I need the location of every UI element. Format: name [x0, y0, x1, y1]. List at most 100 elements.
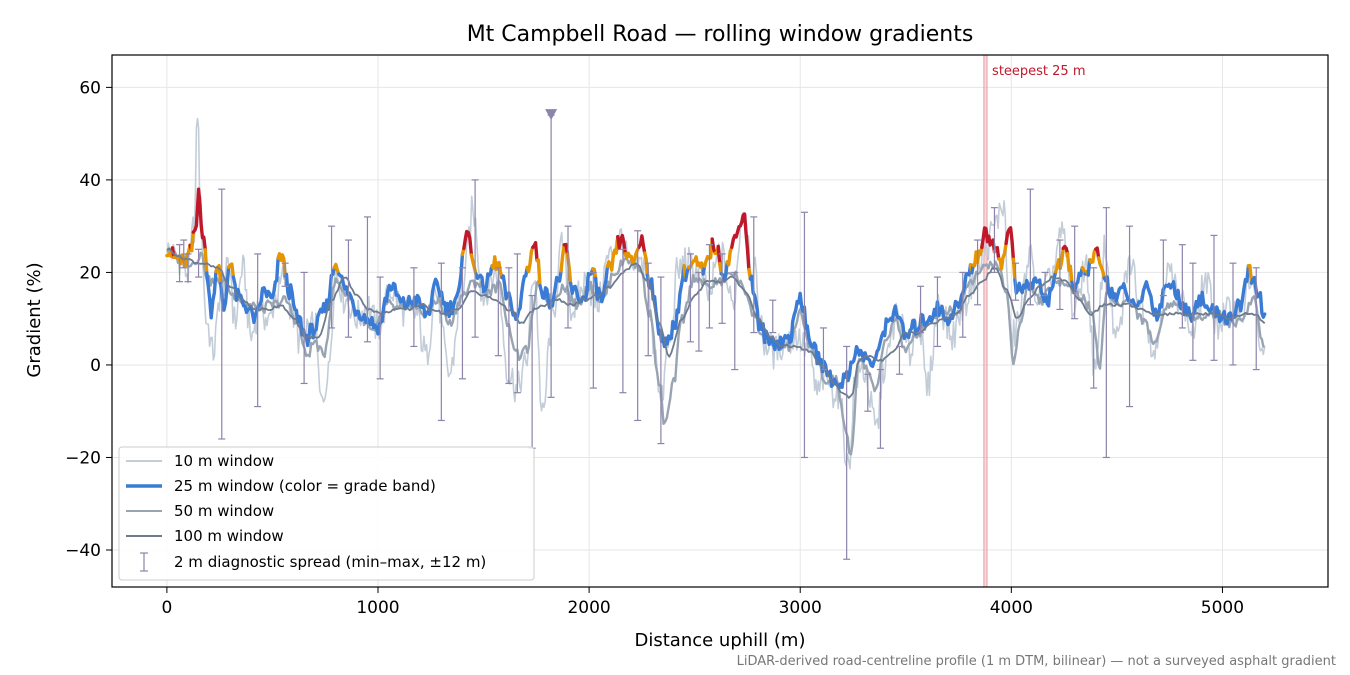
series-25m-segment	[1094, 246, 1101, 260]
error-bar	[1189, 262, 1197, 361]
series-25m-segment	[1088, 247, 1098, 264]
error-bar	[876, 368, 884, 449]
error-bar	[328, 225, 336, 329]
footnote: LiDAR-derived road-centreline profile (1…	[737, 654, 1336, 669]
y-tick-label: −20	[65, 448, 101, 468]
y-tick-label: 0	[90, 356, 101, 376]
error-bar	[695, 271, 703, 352]
series-25m-segment	[490, 255, 504, 280]
error-bar	[657, 276, 665, 445]
series-25m-segment	[1013, 270, 1058, 308]
series-25m-segment	[616, 233, 627, 256]
series-25m-segment	[1246, 264, 1254, 285]
error-bar	[184, 253, 192, 283]
series-25m-segment	[716, 244, 722, 266]
series-25m-segment	[559, 243, 566, 273]
steepest-band	[983, 54, 988, 588]
series-25m-segment	[702, 237, 714, 268]
error-bar	[458, 267, 466, 380]
series-25m-segment	[226, 262, 236, 279]
series-25m-segment	[1096, 256, 1106, 280]
y-tick-label: −40	[65, 541, 101, 561]
error-bar	[1041, 271, 1049, 297]
y-tick-label: 20	[79, 263, 101, 283]
series-25m-segment	[332, 262, 341, 276]
legend-label-25m: 25 m window (color = grade band)	[174, 477, 436, 495]
series-25m-segment	[725, 245, 734, 267]
series-25m-segment	[462, 229, 474, 257]
series-100m-line	[166, 247, 1266, 399]
y-tick-label: 40	[79, 171, 101, 191]
error-bar	[1178, 244, 1186, 329]
x-tick-label: 1000	[356, 598, 399, 618]
series-25m-segment	[637, 234, 647, 255]
legend-label-10m: 10 m window	[174, 452, 274, 470]
error-bar	[990, 207, 998, 274]
series-25m-segment	[718, 261, 723, 276]
error-bar	[843, 345, 851, 560]
y-axis-label: Gradient (%)	[24, 262, 45, 377]
legend-label-100m: 100 m window	[174, 527, 284, 545]
chart-title: Mt Campbell Road — rolling window gradie…	[467, 22, 974, 47]
series-25m-segment	[531, 241, 539, 263]
error-bar	[218, 188, 226, 440]
plot-area: steepest 25 m 0 1000 2000 3000 4000 5000 −40 −20…	[65, 54, 1329, 618]
error-bar	[589, 271, 597, 389]
series-25m-segment	[591, 267, 598, 281]
error-bar	[864, 373, 872, 412]
error-bars	[176, 114, 1260, 560]
series-25m-segment	[205, 269, 218, 320]
error-bar	[410, 267, 418, 348]
series-25m-segment	[1061, 244, 1070, 256]
series-25m-segment	[231, 256, 280, 325]
series-25m-segment	[605, 235, 620, 272]
x-tick-label: 5000	[1201, 598, 1244, 618]
series-25m-segment	[980, 226, 997, 254]
error-bar	[1229, 262, 1237, 366]
series-25m-segment	[474, 264, 494, 294]
error-bar	[300, 271, 308, 385]
error-bar	[180, 239, 188, 269]
series-25m-segment	[191, 187, 207, 252]
error-bar	[494, 267, 502, 357]
series-25m-segment	[730, 212, 751, 272]
error-bar	[471, 179, 479, 338]
error-bar	[644, 262, 652, 357]
error-bar	[634, 230, 642, 422]
error-bar	[547, 114, 555, 398]
error-bar	[1056, 239, 1064, 311]
error-bar	[718, 253, 726, 324]
series-25m-segment	[165, 246, 175, 258]
error-bar	[769, 299, 777, 334]
series-group	[165, 114, 1267, 560]
series-25m-segment	[643, 251, 650, 277]
error-bar	[513, 253, 521, 394]
error-bar	[619, 248, 627, 394]
x-tick-label: 0	[161, 598, 172, 618]
error-bar	[731, 271, 739, 371]
legend-label-errorbar: 2 m diagnostic spread (min–max, ±12 m)	[174, 553, 486, 571]
max-marker-triangle	[545, 109, 558, 121]
series-25m-segment	[1011, 257, 1017, 282]
error-bar	[505, 267, 513, 385]
error-bar	[895, 345, 903, 375]
error-bar	[254, 253, 262, 408]
ticks: 0 1000 2000 3000 4000 5000 −40 −20 0 20 40 60	[65, 78, 1244, 618]
series-25m-segment	[276, 252, 287, 278]
error-bar	[686, 253, 694, 343]
error-bar	[800, 211, 808, 459]
error-bar	[1252, 267, 1260, 371]
legend-label-50m: 50 m window	[174, 502, 274, 520]
error-bar	[917, 285, 925, 334]
series-10m-line	[166, 117, 1266, 470]
series-25m-segment	[997, 241, 1008, 271]
error-bar	[1126, 225, 1134, 408]
series-25m-segment	[535, 258, 542, 288]
series-25m-segment	[683, 265, 691, 283]
series-25m-segment	[1004, 226, 1016, 261]
error-bar	[819, 327, 827, 371]
error-bar	[1102, 207, 1110, 459]
steepest-label: steepest 25 m	[992, 64, 1085, 79]
error-bar	[1090, 267, 1098, 389]
